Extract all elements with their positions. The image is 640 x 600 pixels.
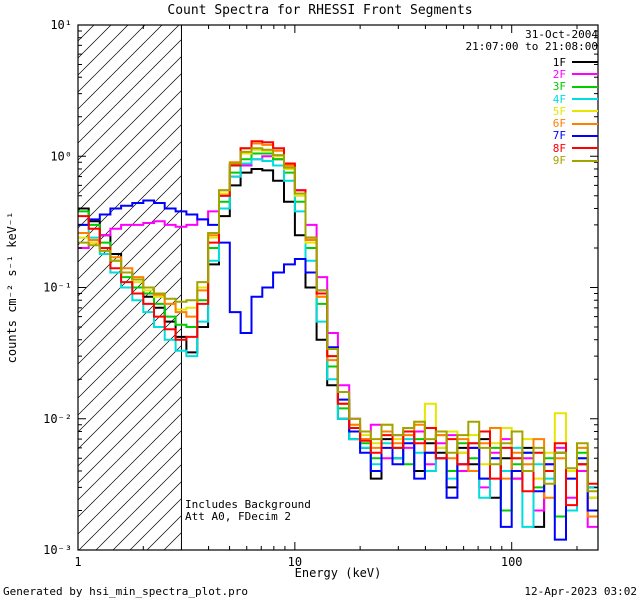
legend-label-8F: 8F (552, 141, 566, 155)
y-tick-label: 10⁻² (43, 412, 72, 426)
legend-item-9F: 9F (552, 154, 598, 168)
legend-item-8F: 8F (552, 141, 598, 155)
legend-item-4F: 4F (552, 92, 598, 106)
legend-item-2F: 2F (552, 67, 598, 81)
x-tick-label: 100 (501, 555, 523, 569)
legend-label-1F: 1F (552, 55, 566, 69)
legend-item-3F: 3F (552, 80, 598, 94)
legend-item-5F: 5F (552, 104, 598, 118)
y-tick-label: 10¹ (50, 18, 72, 32)
y-tick-label: 10⁰ (50, 149, 72, 163)
legend-label-4F: 4F (552, 92, 566, 106)
observation-datetime: 31-Oct-2004 21:07:00 to 21:08:00 (466, 29, 598, 53)
generation-timestamp: 12-Apr-2023 03:02 (524, 585, 637, 598)
y-tick-label: 10⁻¹ (43, 281, 72, 295)
legend-line-sample-7F (572, 134, 598, 137)
legend-line-sample-4F (572, 98, 598, 101)
legend-line-sample-6F (572, 122, 598, 125)
x-axis-label: Energy (keV) (295, 566, 382, 580)
observation-date: 31-Oct-2004 (525, 28, 598, 41)
observation-time-range: 21:07:00 to 21:08:00 (465, 40, 598, 53)
legend-line-sample-3F (572, 85, 598, 88)
legend-line-sample-2F (572, 73, 598, 76)
series-7F-line (78, 199, 598, 541)
y-axis-label: counts cm⁻² s⁻¹ keV⁻¹ (5, 212, 19, 364)
y-tick-label: 10⁻³ (43, 543, 72, 557)
x-tick-label: 1 (74, 555, 81, 569)
x-tick-label: 10 (288, 555, 302, 569)
legend-line-sample-1F (572, 61, 598, 64)
series-group (78, 140, 598, 541)
background-note: Includes Background (185, 498, 311, 511)
legend-item-7F: 7F (552, 129, 598, 143)
attenuator-note: Att A0, FDecim 2 (185, 510, 291, 523)
legend-label-9F: 9F (552, 154, 566, 168)
series-8F-line (78, 140, 598, 507)
generator-credit: Generated by hsi_min_spectra_plot.pro (3, 585, 249, 598)
legend-line-sample-9F (572, 159, 598, 162)
legend-label-7F: 7F (552, 129, 566, 143)
legend-label-6F: 6F (552, 117, 566, 131)
chart-title: Count Spectra for RHESSI Front Segments (167, 3, 473, 18)
legend-item-1F: 1F (552, 55, 598, 69)
axis-ticks (77, 24, 598, 551)
legend-line-sample-8F (572, 147, 598, 150)
legend-item-6F: 6F (552, 117, 598, 131)
legend-label-5F: 5F (552, 104, 566, 118)
legend: 1F 2F 3F 4F 5F 6F 7F 8F 9F (553, 56, 598, 167)
series-9F-line (78, 147, 598, 493)
legend-label-3F: 3F (552, 80, 566, 94)
legend-line-sample-5F (572, 110, 598, 113)
legend-label-2F: 2F (552, 67, 566, 81)
series-4F-line (78, 158, 598, 541)
